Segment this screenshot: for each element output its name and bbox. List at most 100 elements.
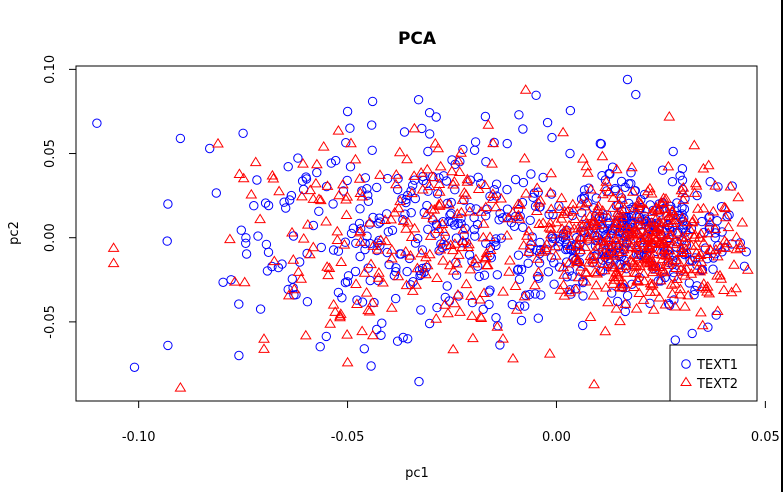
point-text2	[581, 231, 594, 242]
point-text2	[600, 176, 613, 186]
point-text2	[667, 238, 680, 249]
point-text1	[387, 225, 398, 236]
point-text2	[415, 167, 427, 177]
point-text2	[462, 241, 475, 251]
point-text2	[254, 213, 266, 224]
point-text2	[512, 209, 525, 220]
point-text2	[592, 241, 605, 251]
point-text2	[321, 180, 334, 190]
point-text2	[461, 176, 474, 186]
point-text2	[282, 289, 295, 300]
point-text2	[627, 186, 639, 196]
point-text1	[163, 199, 173, 209]
point-text2	[334, 310, 346, 320]
point-text2	[677, 181, 690, 192]
point-text1	[406, 208, 416, 218]
point-text2	[602, 231, 614, 242]
legend-marker-text1	[681, 359, 691, 369]
point-text2	[612, 268, 625, 279]
point-text2	[304, 184, 317, 195]
point-text1	[419, 267, 429, 277]
point-text2	[607, 202, 619, 212]
point-text2	[501, 229, 513, 240]
point-text2	[324, 318, 337, 328]
point-text2	[662, 160, 675, 171]
point-text1	[538, 172, 548, 183]
point-text2	[673, 256, 685, 267]
point-text2	[432, 142, 445, 153]
point-text1	[342, 106, 353, 117]
point-text2	[620, 267, 633, 277]
point-text2	[588, 257, 601, 267]
point-text2	[366, 297, 379, 307]
point-text2	[534, 194, 547, 205]
point-text2	[697, 162, 710, 173]
point-text2	[649, 286, 662, 296]
point-text2	[353, 173, 366, 183]
point-text1	[492, 270, 502, 280]
point-text2	[349, 153, 362, 164]
point-text2	[532, 196, 545, 207]
point-text2	[273, 185, 285, 196]
point-text2	[549, 249, 562, 260]
point-text1	[283, 284, 293, 295]
point-text1	[578, 291, 588, 301]
y-axis-label: pc2	[7, 221, 22, 245]
point-text2	[588, 216, 601, 226]
point-text2	[580, 196, 593, 207]
point-text2	[506, 207, 519, 217]
point-text1	[547, 132, 557, 143]
point-text2	[480, 247, 493, 258]
point-text1	[391, 263, 401, 273]
point-text1	[377, 318, 387, 328]
point-text2	[301, 218, 314, 229]
point-text1	[523, 258, 533, 268]
point-text1	[359, 344, 369, 354]
point-text2	[514, 199, 526, 209]
point-text1	[469, 145, 480, 156]
point-text2	[323, 262, 336, 272]
point-text1	[424, 108, 435, 118]
point-text2	[666, 206, 679, 217]
point-text2	[237, 172, 250, 183]
point-text1	[604, 168, 614, 179]
point-text2	[707, 205, 720, 216]
point-text1	[260, 198, 271, 208]
point-text2	[472, 183, 485, 193]
point-text1	[402, 266, 412, 277]
point-text2	[711, 250, 724, 261]
point-text2	[107, 242, 120, 252]
point-text1	[92, 118, 102, 128]
point-text2	[632, 251, 645, 262]
point-text2	[722, 221, 735, 232]
point-text2	[650, 264, 662, 274]
point-text2	[533, 218, 546, 228]
point-text2	[529, 279, 541, 290]
point-text2	[696, 319, 709, 330]
point-text2	[525, 236, 537, 246]
point-text2	[549, 240, 562, 251]
point-text2	[427, 212, 439, 223]
point-text2	[507, 352, 519, 363]
point-text2	[356, 325, 368, 336]
point-text2	[510, 304, 523, 314]
point-text2	[607, 192, 620, 202]
point-text1	[360, 173, 371, 183]
point-text2	[582, 229, 594, 240]
point-text2	[354, 236, 367, 246]
point-text2	[478, 287, 490, 297]
point-text2	[555, 212, 568, 223]
point-text2	[393, 146, 406, 157]
point-text2	[554, 284, 567, 294]
point-text2	[429, 137, 442, 148]
point-text2	[411, 262, 424, 273]
point-text2	[569, 213, 581, 223]
point-text1	[393, 184, 403, 195]
point-text2	[694, 249, 707, 259]
point-text1	[218, 277, 228, 287]
point-text2	[400, 223, 412, 233]
point-text1	[502, 184, 512, 195]
point-text2	[588, 378, 600, 389]
point-text1	[391, 293, 401, 304]
point-text2	[609, 220, 622, 231]
